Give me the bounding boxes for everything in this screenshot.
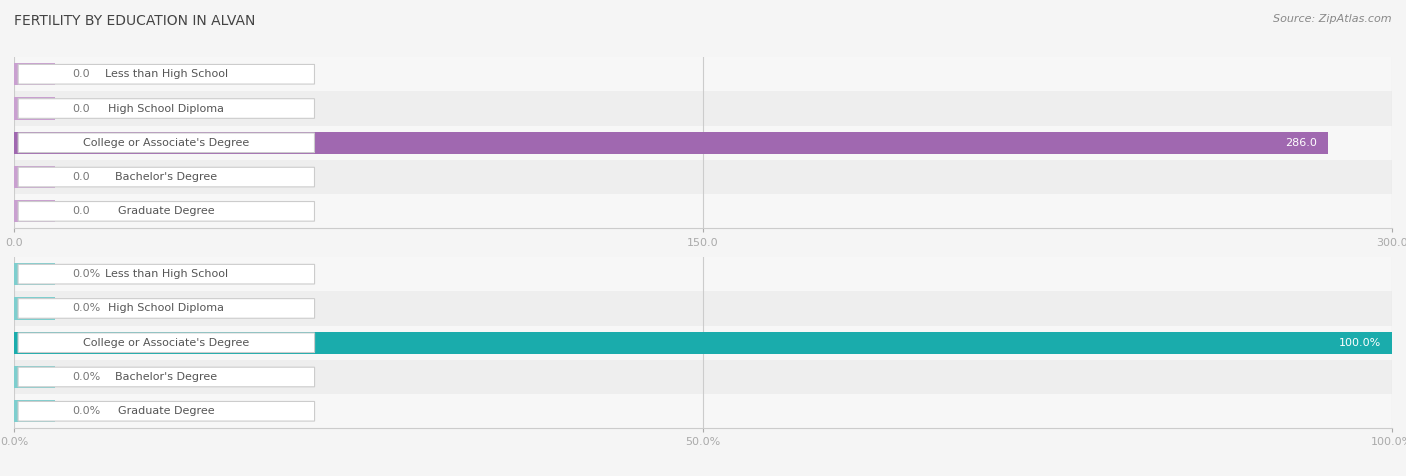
FancyBboxPatch shape: [18, 99, 315, 119]
Bar: [14, 257, 1392, 291]
Text: College or Associate's Degree: College or Associate's Degree: [83, 138, 249, 148]
Text: Graduate Degree: Graduate Degree: [118, 406, 215, 416]
FancyBboxPatch shape: [18, 298, 315, 318]
Bar: [14, 366, 55, 388]
Bar: [14, 57, 1392, 91]
Bar: [14, 332, 1392, 354]
FancyBboxPatch shape: [18, 201, 315, 221]
Bar: [14, 126, 1392, 160]
Text: Source: ZipAtlas.com: Source: ZipAtlas.com: [1274, 14, 1392, 24]
Text: Less than High School: Less than High School: [105, 269, 228, 279]
Bar: [14, 166, 55, 188]
FancyBboxPatch shape: [18, 333, 315, 353]
Bar: [14, 298, 55, 319]
Text: 0.0: 0.0: [72, 172, 90, 182]
Text: Less than High School: Less than High School: [105, 69, 228, 79]
Text: 0.0%: 0.0%: [72, 303, 100, 314]
Bar: [14, 98, 55, 119]
Text: College or Associate's Degree: College or Associate's Degree: [83, 337, 249, 348]
Bar: [14, 194, 1392, 228]
Text: 0.0: 0.0: [72, 69, 90, 79]
Bar: [14, 132, 1327, 154]
Bar: [14, 291, 1392, 326]
Text: Graduate Degree: Graduate Degree: [118, 206, 215, 217]
Bar: [14, 394, 1392, 428]
Text: Bachelor's Degree: Bachelor's Degree: [115, 372, 218, 382]
FancyBboxPatch shape: [18, 367, 315, 387]
Text: 0.0: 0.0: [72, 103, 90, 114]
FancyBboxPatch shape: [18, 264, 315, 284]
Text: High School Diploma: High School Diploma: [108, 303, 225, 314]
Text: 100.0%: 100.0%: [1339, 337, 1381, 348]
Text: FERTILITY BY EDUCATION IN ALVAN: FERTILITY BY EDUCATION IN ALVAN: [14, 14, 256, 28]
Bar: [14, 160, 1392, 194]
Text: Bachelor's Degree: Bachelor's Degree: [115, 172, 218, 182]
FancyBboxPatch shape: [18, 401, 315, 421]
FancyBboxPatch shape: [18, 64, 315, 84]
Bar: [14, 63, 55, 85]
Bar: [14, 263, 55, 285]
Bar: [14, 200, 55, 222]
Text: 286.0: 286.0: [1285, 138, 1316, 148]
Bar: [14, 400, 55, 422]
FancyBboxPatch shape: [18, 133, 315, 153]
Bar: [14, 91, 1392, 126]
Text: 0.0%: 0.0%: [72, 269, 100, 279]
Text: 0.0%: 0.0%: [72, 372, 100, 382]
Text: 0.0%: 0.0%: [72, 406, 100, 416]
Bar: [14, 360, 1392, 394]
Text: High School Diploma: High School Diploma: [108, 103, 225, 114]
Text: 0.0: 0.0: [72, 206, 90, 217]
FancyBboxPatch shape: [18, 167, 315, 187]
Bar: [14, 326, 1392, 360]
